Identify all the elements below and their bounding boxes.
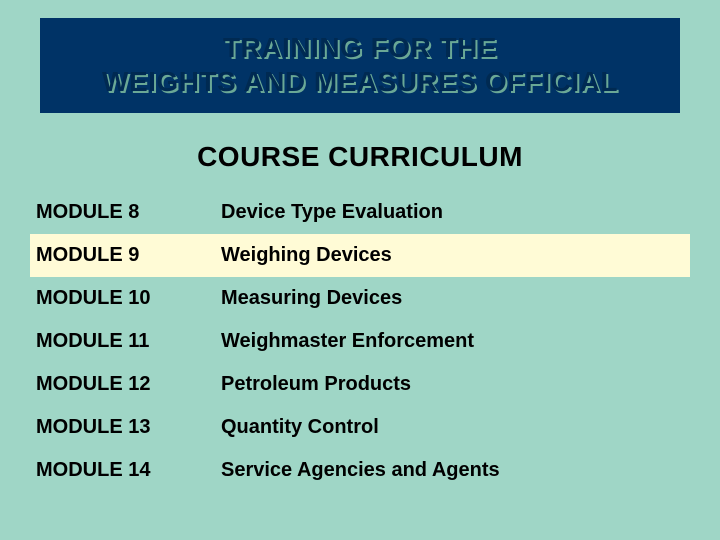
module-table: MODULE 8Device Type EvaluationMODULE 9We… <box>30 191 690 492</box>
module-desc: Weighing Devices <box>215 234 690 277</box>
table-row: MODULE 12Petroleum Products <box>30 363 690 406</box>
module-desc: Measuring Devices <box>215 277 690 320</box>
module-desc: Petroleum Products <box>215 363 690 406</box>
table-row: MODULE 11Weighmaster Enforcement <box>30 320 690 363</box>
title-bar: TRAINING FOR THE WEIGHTS AND MEASURES OF… <box>40 18 680 113</box>
module-label: MODULE 11 <box>30 320 215 363</box>
module-tbody: MODULE 8Device Type EvaluationMODULE 9We… <box>30 191 690 492</box>
slide: TRAINING FOR THE WEIGHTS AND MEASURES OF… <box>0 0 720 540</box>
module-label: MODULE 10 <box>30 277 215 320</box>
table-row: MODULE 8Device Type Evaluation <box>30 191 690 234</box>
table-row: MODULE 14Service Agencies and Agents <box>30 449 690 492</box>
module-label: MODULE 13 <box>30 406 215 449</box>
subtitle: COURSE CURRICULUM <box>30 141 690 173</box>
table-row: MODULE 9Weighing Devices <box>30 234 690 277</box>
module-label: MODULE 12 <box>30 363 215 406</box>
module-label: MODULE 9 <box>30 234 215 277</box>
module-label: MODULE 14 <box>30 449 215 492</box>
module-label: MODULE 8 <box>30 191 215 234</box>
title-line2: WEIGHTS AND MEASURES OFFICIAL <box>40 65 680 99</box>
title-line1: TRAINING FOR THE <box>40 31 680 65</box>
module-desc: Service Agencies and Agents <box>215 449 690 492</box>
module-desc: Quantity Control <box>215 406 690 449</box>
module-desc: Weighmaster Enforcement <box>215 320 690 363</box>
module-desc: Device Type Evaluation <box>215 191 690 234</box>
table-row: MODULE 13Quantity Control <box>30 406 690 449</box>
table-row: MODULE 10Measuring Devices <box>30 277 690 320</box>
